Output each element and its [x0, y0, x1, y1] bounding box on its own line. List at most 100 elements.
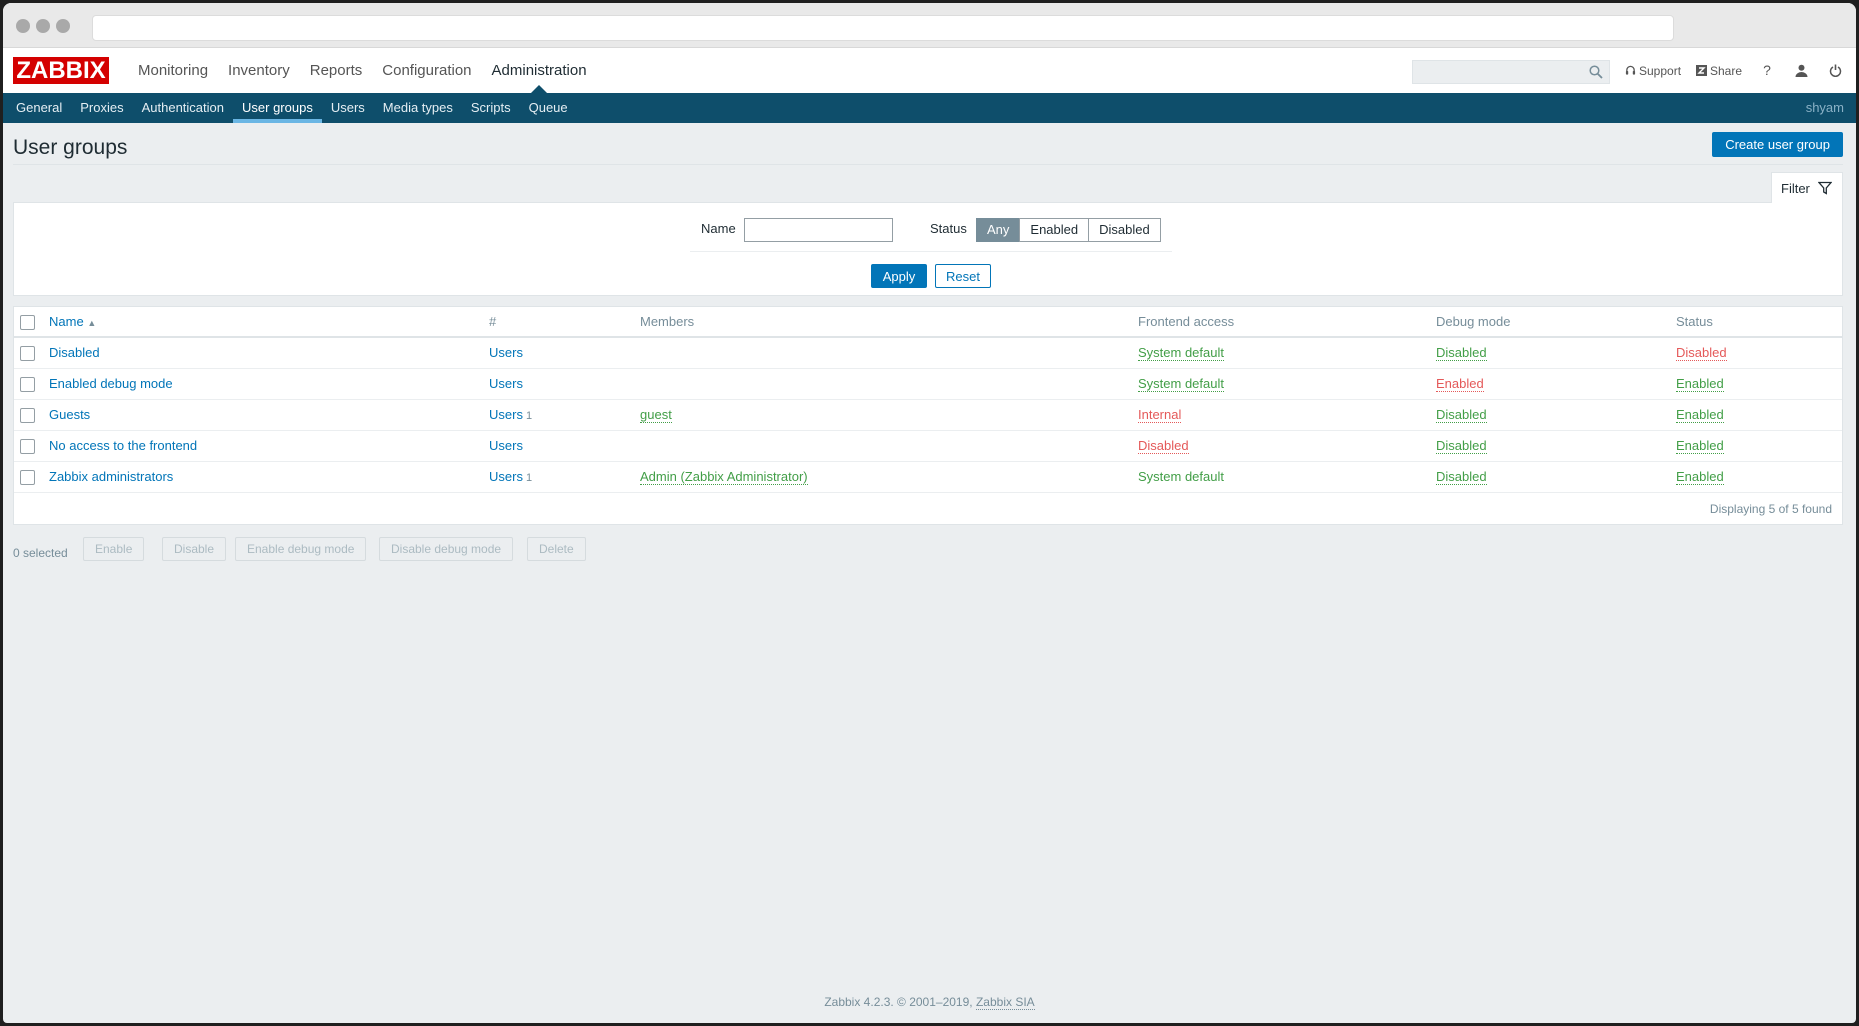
status-toggle[interactable]: Enabled	[1676, 438, 1724, 454]
global-search-input[interactable]	[1412, 60, 1610, 84]
filter-tab[interactable]: Filter	[1771, 172, 1843, 203]
status-toggle[interactable]: Disabled	[1676, 345, 1727, 362]
sign-out-icon[interactable]	[1825, 60, 1845, 80]
window-close-dot[interactable]	[16, 19, 30, 33]
debug-mode-toggle[interactable]: Disabled	[1436, 345, 1487, 362]
apply-button[interactable]: Apply	[871, 264, 927, 288]
users-link[interactable]: Users	[489, 438, 523, 453]
share-label: Share	[1710, 63, 1743, 78]
footer-copyright: Zabbix 4.2.3. © 2001–2019,	[824, 995, 973, 1009]
menu-configuration[interactable]: Configuration	[382, 62, 472, 79]
status-toggle[interactable]: Enabled	[1676, 407, 1724, 423]
filter-separator	[690, 251, 1172, 252]
status-toggle[interactable]: Enabled	[1676, 376, 1724, 392]
row-checkbox[interactable]	[20, 345, 35, 361]
browser-chrome	[3, 3, 1856, 48]
column-count: #	[484, 307, 635, 338]
window-minimize-dot[interactable]	[36, 19, 50, 33]
row-checkbox[interactable]	[20, 407, 35, 423]
debug-mode-toggle[interactable]: Disabled	[1436, 469, 1487, 485]
frontend-access-toggle[interactable]: Disabled	[1138, 438, 1189, 454]
zabbix-logo[interactable]: ZABBIX	[13, 57, 109, 84]
debug-mode-toggle[interactable]: Disabled	[1436, 438, 1487, 454]
row-checkbox[interactable]	[20, 376, 35, 392]
search-icon[interactable]	[1589, 65, 1603, 79]
table-header-row: Name ▲ # Members Frontend access Debug m…	[14, 307, 1842, 338]
menu-monitoring[interactable]: Monitoring	[138, 62, 209, 79]
submenu-media-types[interactable]: Media types	[382, 100, 453, 115]
filter-status-label: Status	[930, 221, 967, 236]
users-link[interactable]: Users	[489, 469, 523, 484]
row-checkbox[interactable]	[20, 469, 35, 485]
frontend-access-toggle[interactable]: System default	[1138, 376, 1224, 392]
filter-tab-row: Filter	[3, 172, 1856, 203]
filter-status-segmented: Any Enabled Disabled	[976, 218, 1161, 242]
group-name-link[interactable]: Zabbix administrators	[49, 469, 174, 484]
users-link[interactable]: Users	[489, 345, 523, 361]
share-link[interactable]: Share	[1696, 48, 1742, 93]
status-option-disabled[interactable]: Disabled	[1088, 218, 1161, 242]
column-frontend-access: Frontend access	[1133, 307, 1431, 338]
disable-button[interactable]: Disable	[162, 537, 227, 561]
submenu-authentication[interactable]: Authentication	[141, 100, 225, 115]
group-name-link[interactable]: Guests	[49, 407, 91, 422]
sub-menu: General Proxies Authentication User grou…	[3, 93, 1856, 123]
filter-name-input[interactable]	[744, 218, 893, 242]
user-groups-table: Name ▲ # Members Frontend access Debug m…	[13, 306, 1843, 525]
selected-count: 0 selected	[13, 546, 68, 560]
enable-debug-mode-button[interactable]: Enable debug mode	[235, 537, 367, 561]
group-name-link[interactable]: Disabled	[49, 345, 100, 361]
member-link[interactable]: Admin (Zabbix Administrator)	[640, 469, 808, 485]
menu-reports[interactable]: Reports	[309, 62, 363, 79]
support-label: Support	[1639, 63, 1682, 78]
column-debug-mode: Debug mode	[1431, 307, 1671, 338]
current-username: shyam	[1805, 100, 1844, 115]
submenu-users[interactable]: Users	[330, 100, 365, 115]
status-option-any[interactable]: Any	[976, 218, 1021, 242]
page-header: User groups Create user group	[3, 123, 1856, 165]
top-header: ZABBIX Monitoring Inventory Reports Conf…	[3, 48, 1856, 93]
menu-inventory[interactable]: Inventory	[228, 62, 290, 79]
table-row: Zabbix administrators Users 1 Admin (Zabb…	[14, 461, 1842, 493]
table-row: Guests Users 1 guest Internal Disabled En…	[14, 399, 1842, 431]
group-name-link[interactable]: Enabled debug mode	[49, 376, 173, 391]
member-link[interactable]: guest	[640, 407, 672, 423]
browser-window: ZABBIX Monitoring Inventory Reports Conf…	[3, 3, 1856, 1023]
help-icon[interactable]: ?	[1763, 62, 1771, 78]
filter-tab-label: Filter	[1781, 180, 1810, 196]
submenu-queue[interactable]: Queue	[528, 100, 568, 115]
frontend-access-toggle[interactable]: Internal	[1138, 407, 1182, 423]
users-link[interactable]: Users	[489, 407, 523, 422]
users-link[interactable]: Users	[489, 376, 523, 391]
debug-mode-toggle[interactable]: Disabled	[1436, 407, 1487, 423]
disable-debug-mode-button[interactable]: Disable debug mode	[379, 537, 514, 561]
funnel-icon	[1818, 181, 1832, 195]
frontend-access-value: System default	[1138, 469, 1224, 484]
group-name-link[interactable]: No access to the frontend	[49, 438, 198, 453]
debug-mode-toggle[interactable]: Enabled	[1436, 376, 1484, 392]
create-user-group-button[interactable]: Create user group	[1712, 132, 1843, 157]
column-members: Members	[635, 307, 1133, 338]
submenu-general[interactable]: General	[16, 100, 63, 115]
address-bar[interactable]	[92, 15, 1674, 41]
select-all-checkbox[interactable]	[20, 314, 35, 330]
delete-button[interactable]: Delete	[527, 537, 586, 561]
submenu-proxies[interactable]: Proxies	[80, 100, 124, 115]
menu-administration[interactable]: Administration	[482, 48, 597, 93]
frontend-access-toggle[interactable]: System default	[1138, 345, 1224, 362]
status-toggle[interactable]: Enabled	[1676, 469, 1724, 485]
page-title: User groups	[13, 136, 128, 159]
share-icon	[1696, 65, 1707, 76]
column-name[interactable]: Name ▲	[44, 307, 484, 338]
window-maximize-dot[interactable]	[56, 19, 70, 33]
user-profile-icon[interactable]	[1791, 60, 1811, 80]
submenu-user-groups[interactable]: User groups	[233, 93, 322, 123]
support-link[interactable]: Support	[1625, 48, 1681, 93]
reset-button[interactable]: Reset	[935, 264, 991, 288]
submenu-scripts[interactable]: Scripts	[470, 100, 511, 115]
status-option-enabled[interactable]: Enabled	[1019, 218, 1090, 242]
column-status: Status	[1671, 307, 1842, 338]
row-checkbox[interactable]	[20, 438, 35, 454]
enable-button[interactable]: Enable	[83, 537, 145, 561]
footer-company-link[interactable]: Zabbix SIA	[975, 995, 1035, 1010]
